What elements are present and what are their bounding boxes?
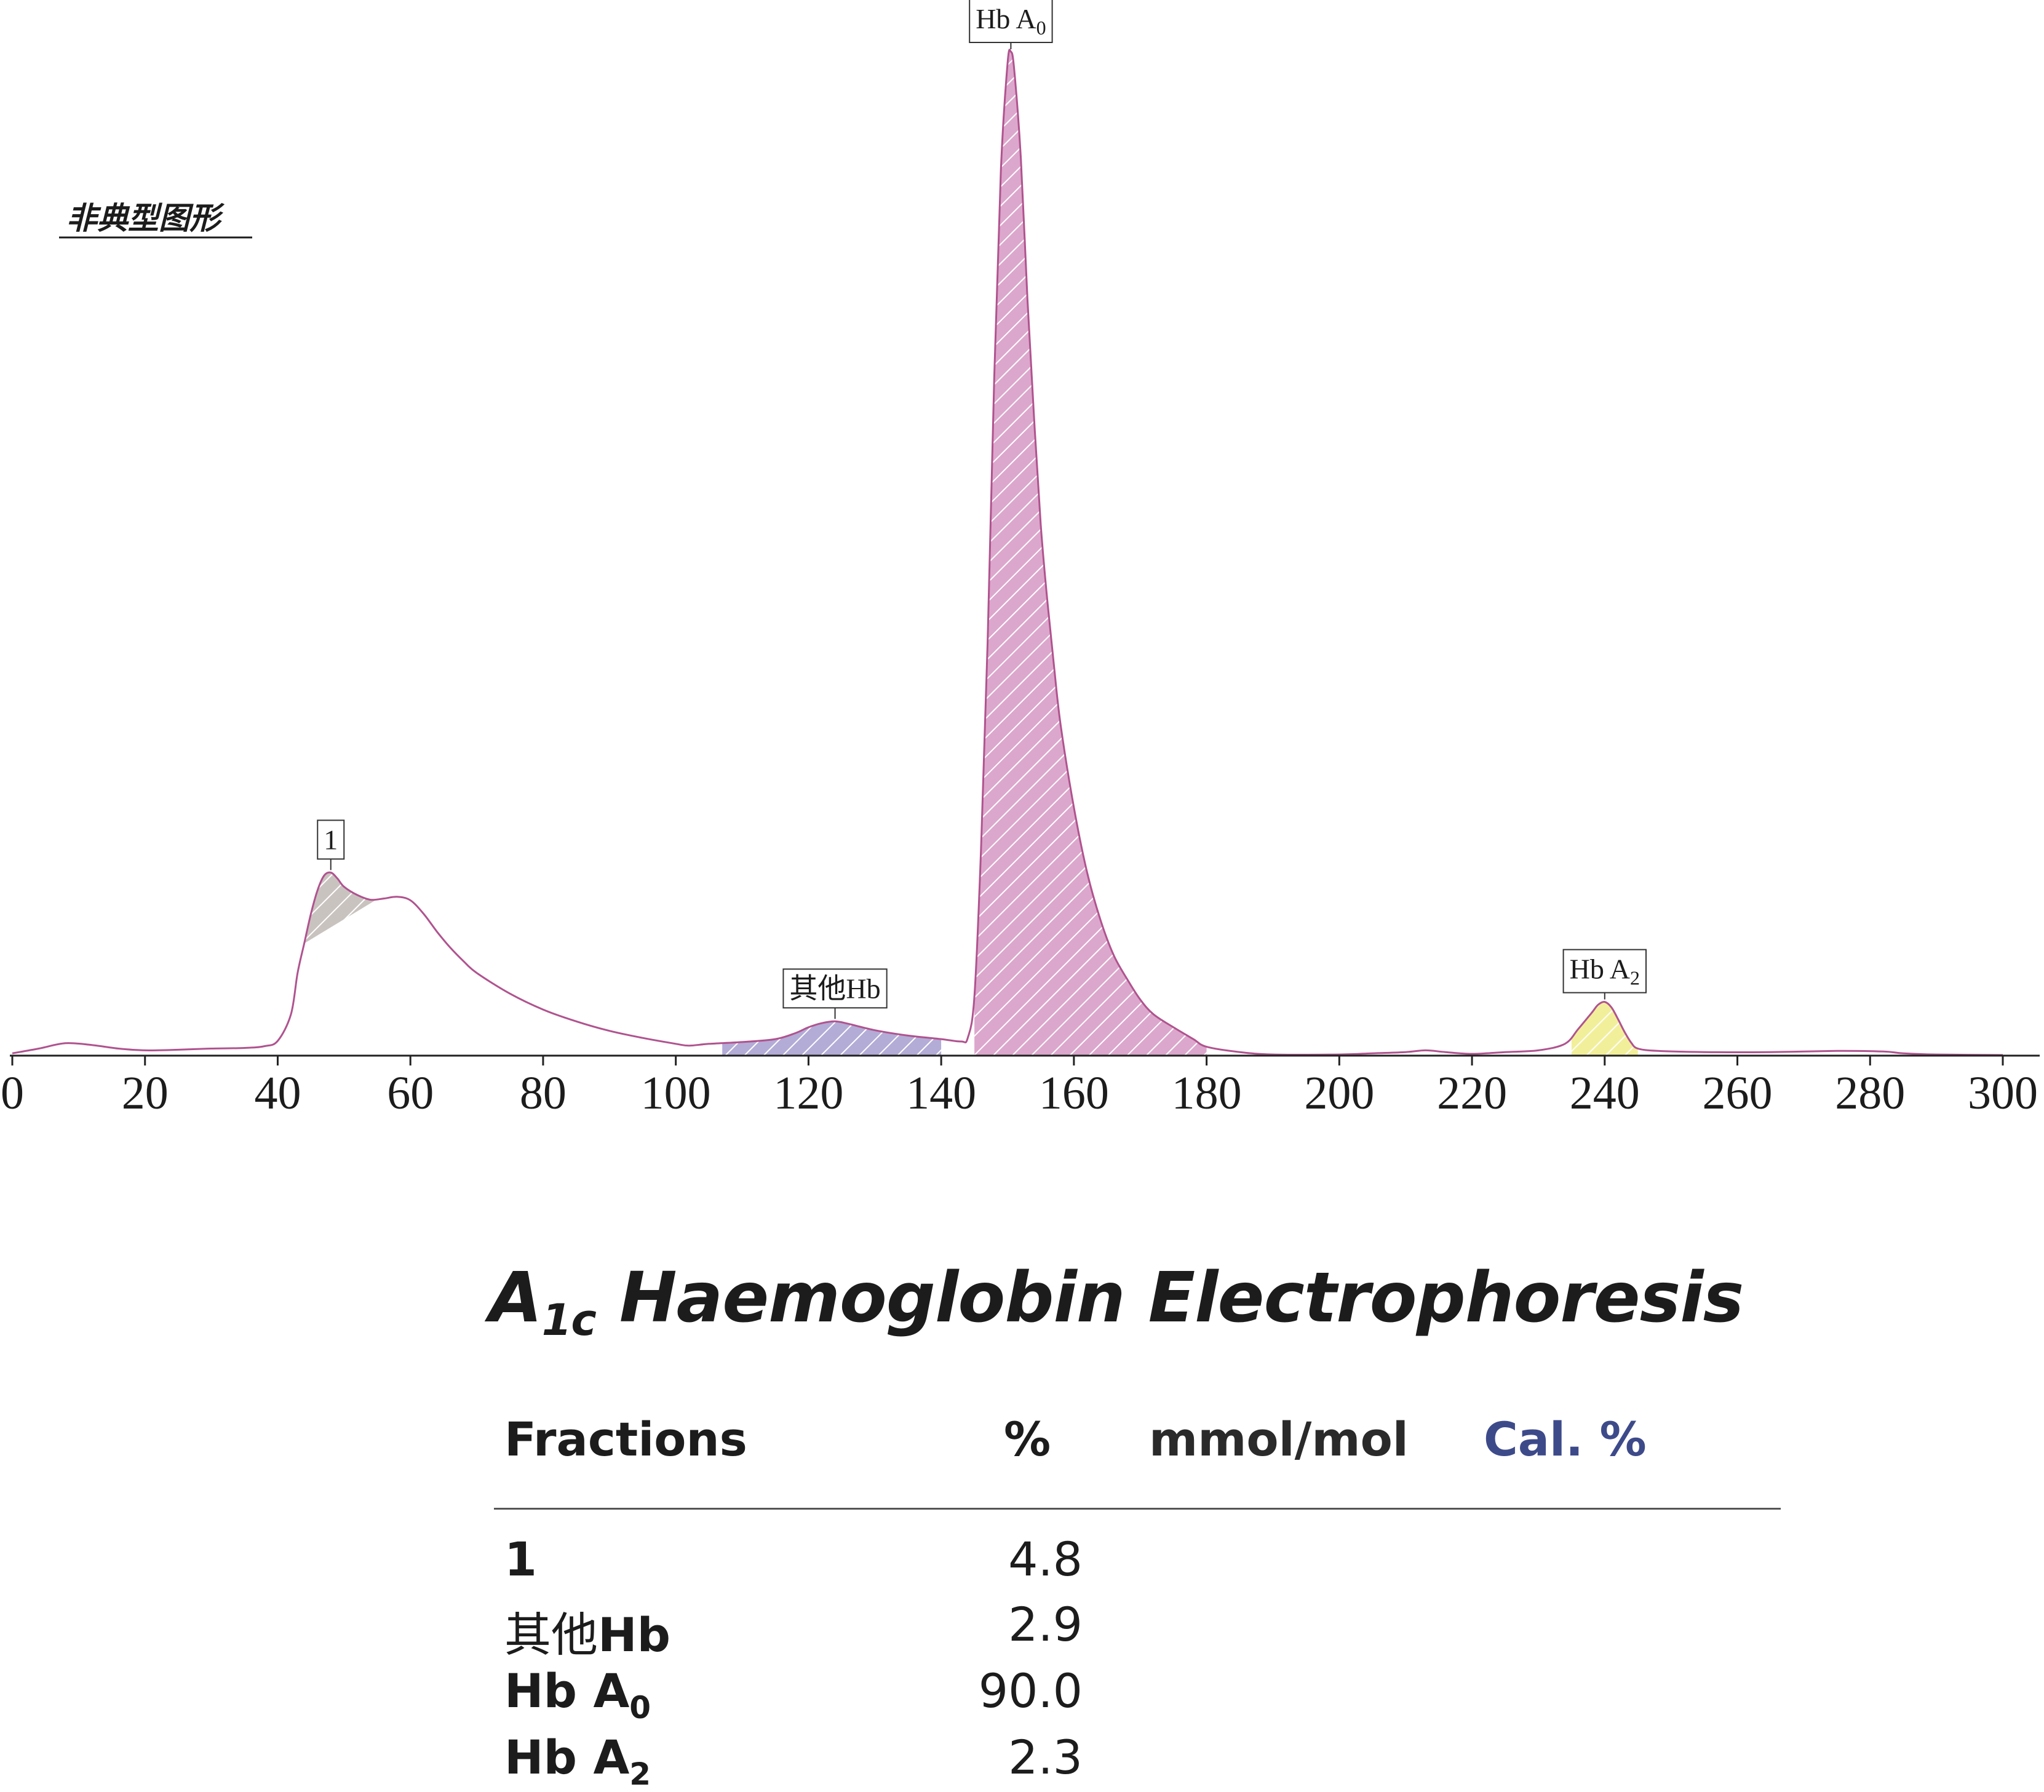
peak-fill <box>974 49 1207 1056</box>
table-divider <box>494 1508 1781 1510</box>
peak-label-text: Hb A0 <box>976 3 1046 39</box>
x-tick-label: 140 <box>906 1067 976 1119</box>
peak-label: Hb A0 <box>969 0 1053 49</box>
fraction-row-percent: 90.0 <box>978 1663 1083 1718</box>
peak-label: 其他Hb <box>782 968 888 1019</box>
fraction-row-name: 1 <box>504 1532 537 1587</box>
peak-fills <box>304 49 1638 1056</box>
column-cal: Cal. % <box>1484 1412 1647 1467</box>
x-tick-label: 60 <box>387 1067 434 1119</box>
peak-labels: 1 其他Hb Hb A0 Hb A2 <box>317 0 1647 1019</box>
electrophoresis-curve <box>12 49 2003 1056</box>
x-tick-label: 180 <box>1172 1067 1242 1119</box>
x-tick-label: 160 <box>1039 1067 1109 1119</box>
peak-label: 1 <box>317 819 345 870</box>
x-tick-label: 20 <box>122 1067 169 1119</box>
fraction-row-name: Hb A0 <box>504 1663 651 1726</box>
report-title-main: A <box>489 1258 543 1338</box>
fraction-row-percent: 2.9 <box>1008 1597 1083 1652</box>
x-axis-ticks: 0 20 40 60 80 100 120 140 160 180 200 220 240 260 280 3… <box>1 1056 2038 1119</box>
peak-fill <box>304 872 378 944</box>
fraction-row-name: 其他Hb <box>504 1607 671 1662</box>
report-title: A1c Haemoglobin Electrophoresis <box>489 1258 1744 1345</box>
column-percent: % <box>1004 1412 1051 1467</box>
x-tick-label: 260 <box>1703 1067 1773 1119</box>
electrophoresis-chart: 0 20 40 60 80 100 120 140 160 180 200 220 240 260 280 3… <box>1 0 2040 1119</box>
column-fractions: Fractions <box>504 1412 747 1467</box>
fraction-row-name: Hb A2 <box>504 1730 651 1792</box>
atypical-pattern-text: 非典型图形 <box>66 200 225 236</box>
x-tick-label: 100 <box>641 1067 711 1119</box>
fraction-row-percent: 4.8 <box>1008 1532 1083 1587</box>
peak-fill <box>1571 1002 1638 1056</box>
x-tick-label: 220 <box>1437 1067 1507 1119</box>
report-title-subscript: 1c <box>541 1295 597 1345</box>
fraction-row-percent: 2.3 <box>1008 1730 1083 1785</box>
atypical-pattern-note: 非典型图形 <box>59 200 252 239</box>
x-tick-label: 240 <box>1570 1067 1640 1119</box>
x-tick-label: 40 <box>254 1067 301 1119</box>
report-title-rest: Haemoglobin Electrophoresis <box>595 1258 1744 1338</box>
x-tick-label: 200 <box>1304 1067 1374 1119</box>
peak-label-text: 其他Hb <box>789 973 880 1004</box>
x-tick-label: 80 <box>520 1067 567 1119</box>
column-mmol: mmol/mol <box>1149 1412 1409 1467</box>
x-tick-label: 120 <box>773 1067 843 1119</box>
x-tick-label: 300 <box>1968 1067 2038 1119</box>
x-tick-label: 0 <box>1 1067 24 1119</box>
peak-label-text: Hb A2 <box>1570 954 1640 989</box>
peak-label: Hb A2 <box>1562 949 1647 1000</box>
x-tick-label: 280 <box>1835 1067 1905 1119</box>
peak-label-text: 1 <box>324 824 338 855</box>
peak-fill <box>722 1021 942 1056</box>
